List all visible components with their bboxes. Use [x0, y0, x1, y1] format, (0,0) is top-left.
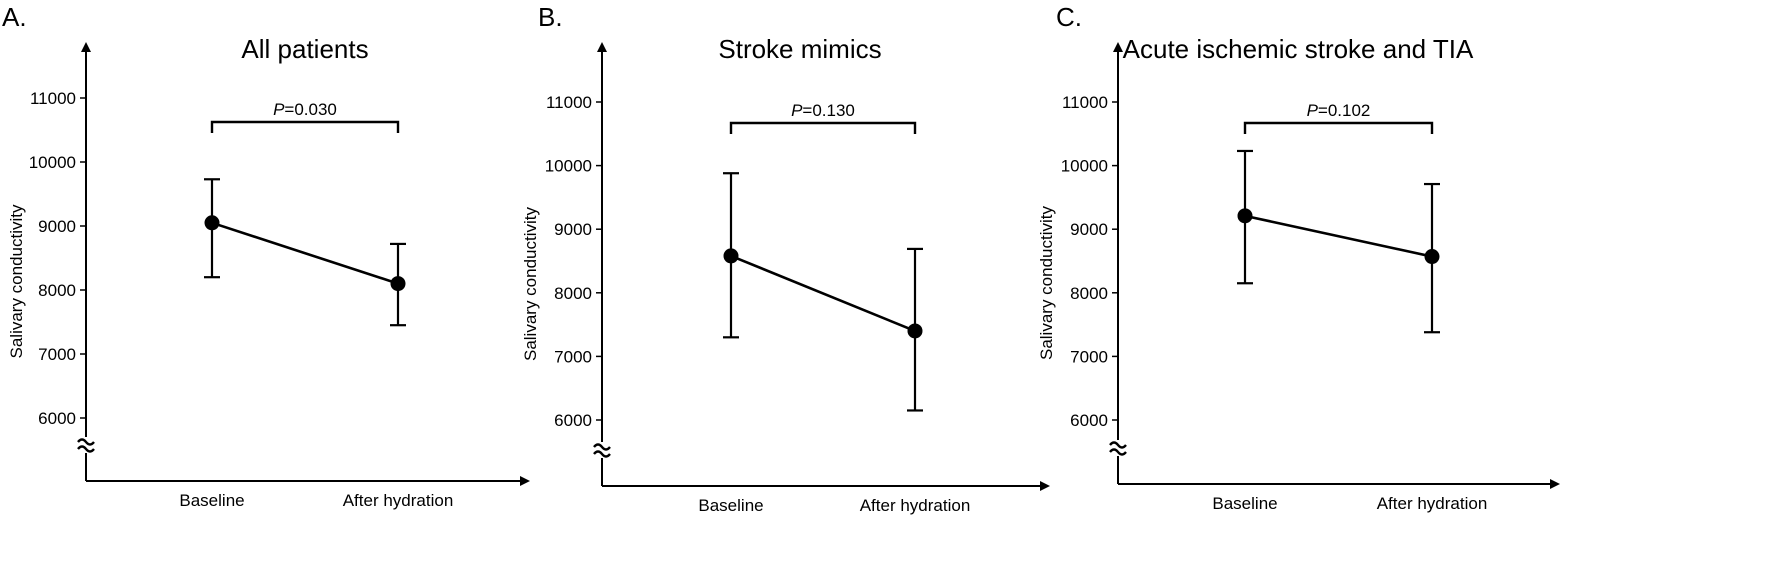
chart-panel-3: C. Acute ischemic stroke and TIA 6000 7000 8… [1037, 2, 1560, 513]
axis-break-mask [592, 442, 612, 458]
y-axis-arrow [597, 42, 607, 52]
axis-break-mark [593, 450, 611, 458]
y-tick-label: 9000 [38, 217, 76, 236]
axis-break-mask [76, 437, 96, 453]
y-tick-label: 6000 [554, 411, 592, 430]
p-value-annotation: P=0.030 [273, 100, 337, 119]
p-value-annotation: P=0.102 [1307, 101, 1371, 120]
axis-break-mark [77, 438, 95, 446]
data-point [390, 276, 406, 292]
x-category-label: Baseline [1212, 494, 1277, 513]
chart-panel-1: A. All patients 6000 7000 8000 9000 10000 11000… [2, 2, 530, 510]
axis-break-mark [1109, 448, 1127, 456]
data-point [1424, 249, 1440, 265]
y-tick-label: 11000 [546, 93, 592, 112]
y-axis-label: Salivary conductivity [1037, 206, 1056, 361]
y-axis-label: Salivary conductivity [521, 207, 540, 362]
series-line [730, 254, 916, 333]
y-axis-label: Salivary conductivity [7, 204, 26, 359]
data-point [1237, 208, 1253, 224]
p-value-annotation: P=0.130 [791, 101, 855, 120]
axis-break-mark [593, 443, 611, 451]
significance-bracket [1243, 121, 1434, 134]
significance-bracket [210, 120, 400, 133]
y-tick-label: 6000 [38, 409, 76, 428]
data-point [723, 248, 739, 264]
y-tick-label: 10000 [29, 153, 76, 172]
y-tick-label: 6000 [1070, 411, 1108, 430]
y-tick-label: 8000 [38, 281, 76, 300]
y-tick-label: 9000 [1070, 220, 1108, 239]
data-point [204, 215, 220, 231]
y-tick-label: 8000 [554, 284, 592, 303]
y-tick-label: 11000 [30, 89, 76, 108]
y-axis-arrow [1113, 42, 1123, 52]
panel-label: A. [2, 2, 27, 32]
y-tick-label: 7000 [38, 345, 76, 364]
x-category-label: Baseline [698, 496, 763, 515]
series-line [211, 221, 399, 285]
y-tick-label: 10000 [545, 157, 592, 176]
chart-title: All patients [241, 34, 368, 64]
y-tick-label: 10000 [1061, 157, 1108, 176]
x-axis-arrow [1040, 481, 1050, 491]
y-tick-label: 7000 [554, 347, 592, 366]
axis-break-mark [77, 445, 95, 453]
x-axis-arrow [1550, 479, 1560, 489]
panel-label: C. [1056, 2, 1082, 32]
x-axis-arrow [520, 476, 530, 486]
y-tick-label: 9000 [554, 220, 592, 239]
series-line [1244, 214, 1433, 258]
chart-title: Stroke mimics [718, 34, 881, 64]
axis-break-mask [1108, 440, 1128, 456]
chart-panel-2: B. Stroke mimics 6000 7000 8000 9000 10000 1100… [521, 2, 1050, 515]
y-tick-label: 7000 [1070, 347, 1108, 366]
y-tick-label: 8000 [1070, 284, 1108, 303]
y-tick-label: 11000 [1062, 93, 1108, 112]
significance-bracket [729, 121, 917, 134]
x-category-label: After hydration [860, 496, 971, 515]
data-point [907, 323, 923, 339]
x-category-label: After hydration [343, 491, 454, 510]
axis-break-mark [1109, 441, 1127, 449]
x-category-label: After hydration [1377, 494, 1488, 513]
panel-label: B. [538, 2, 563, 32]
chart-title: Acute ischemic stroke and TIA [1123, 34, 1474, 64]
y-axis-arrow [81, 42, 91, 52]
x-category-label: Baseline [179, 491, 244, 510]
